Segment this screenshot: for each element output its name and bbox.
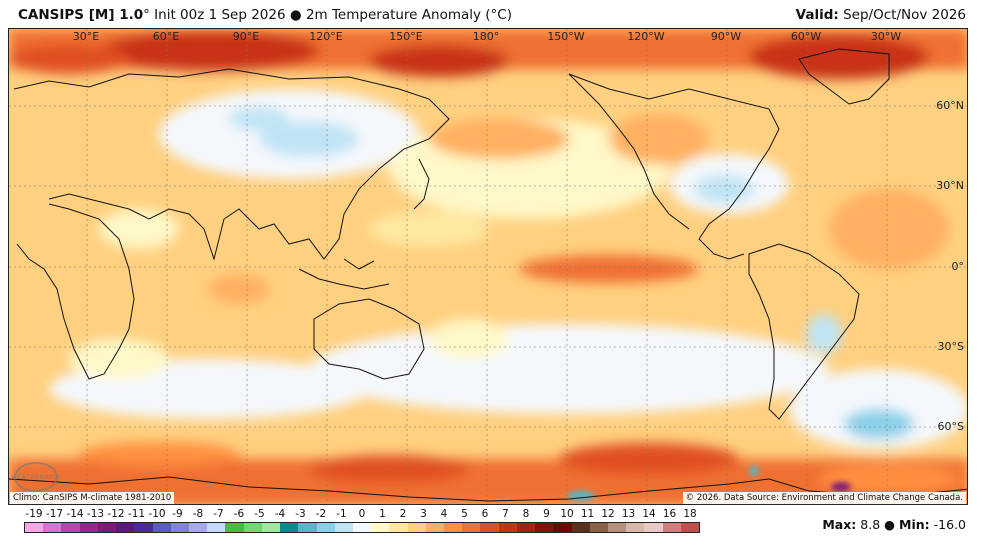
lon-label-180: 180°: [472, 30, 500, 43]
lat-label-0: 0°: [951, 260, 965, 273]
colorbar-tick-label: -14: [66, 508, 84, 520]
colorbar-tick-label: 18: [683, 508, 697, 520]
colorbar-swatch: [207, 523, 226, 532]
lat-label-60n: 60°N: [936, 99, 964, 112]
lon-label-60w: 60°W: [790, 30, 822, 43]
colorbar-swatch: [644, 523, 663, 532]
lon-label-90e: 90°E: [232, 30, 260, 43]
max-min-readout: Max: 8.8 ● Min: -16.0: [822, 517, 966, 532]
lat-label-30n: 30°N: [936, 179, 964, 192]
colorbar-swatch: [662, 523, 681, 532]
colorbar-tick-label: 2: [399, 508, 407, 520]
colorbar-tick-label: -11: [127, 508, 146, 520]
lon-label-120w: 120°W: [627, 30, 665, 43]
map-title: CANSIPS [M] 1.0° Init 00z 1 Sep 2026 ● 2…: [18, 7, 512, 23]
temperature-anomaly-map: [8, 28, 968, 505]
colorbar-tick-label: -2: [315, 508, 327, 520]
colorbar-tick-label: -10: [148, 508, 166, 520]
colorbar-swatch: [462, 523, 481, 532]
colorbar-swatch: [571, 523, 590, 532]
colorbar-swatch: [79, 523, 98, 532]
lon-label-30e: 30°E: [72, 30, 100, 43]
colorbar-swatch: [152, 523, 171, 532]
lon-label-120e: 120°E: [309, 30, 343, 43]
colorbar-tick-label: 5: [461, 508, 468, 520]
colorbar-swatch: [608, 523, 627, 532]
colorbar-tick-label: -5: [254, 508, 265, 520]
copyright-note: © 2026. Data Source: Environment and Cli…: [682, 492, 966, 504]
graticule: [9, 29, 967, 504]
colorbar-tick-label: -13: [86, 508, 105, 520]
colorbar-tick-label: 16: [662, 508, 677, 520]
climo-note: Climo: CanSIPS M-climate 1981-2010: [10, 492, 175, 504]
colorbar-tick-label: -17: [45, 508, 64, 520]
colorbar-tick-label: 10: [560, 508, 574, 520]
colorbar-swatch: [680, 523, 700, 532]
map-canvas: [9, 29, 967, 504]
colorbar-tick-label: 1: [379, 508, 386, 520]
colorbar-swatch: [444, 523, 463, 532]
colorbar-tick-label: 14: [642, 508, 656, 520]
colorbar-tick-label: -9: [172, 508, 183, 520]
coastlines: [9, 48, 967, 502]
colorbar-swatch: [188, 523, 208, 532]
colorbar-tick-label: -4: [274, 508, 286, 520]
colorbar-swatch: [352, 523, 372, 532]
lat-label-30s: 30°S: [937, 340, 964, 353]
colorbar-tick-label: 11: [580, 508, 595, 520]
colorbar-tick-label: -6: [233, 508, 245, 520]
colorbar-swatch: [97, 523, 117, 532]
colorbar-swatch: [43, 523, 62, 532]
colorbar: [24, 522, 700, 533]
colorbar-tick-label: 4: [440, 508, 448, 520]
colorbar-tick-label: -12: [107, 508, 125, 520]
colorbar-swatch: [261, 523, 281, 532]
colorbar-swatch: [535, 523, 554, 532]
colorbar-swatch: [280, 523, 299, 532]
lon-label-150e: 150°E: [389, 30, 423, 43]
colorbar-swatch: [498, 523, 517, 532]
colorbar-swatch: [480, 523, 499, 532]
lon-label-150w: 150°W: [547, 30, 585, 43]
colorbar-tick-label: 8: [522, 508, 530, 520]
colorbar-tick-label: -3: [295, 508, 306, 520]
colorbar-swatch: [389, 523, 408, 532]
colorbar-swatch: [407, 523, 426, 532]
lon-label-30w: 30°W: [870, 30, 902, 43]
colorbar-swatch: [626, 523, 645, 532]
colorbar-swatch: [298, 523, 317, 532]
colorbar-swatch: [134, 523, 153, 532]
colorbar-tick-label: 6: [481, 508, 489, 520]
colorbar-tick-label: -7: [213, 508, 224, 520]
colorbar-tick-label: -1: [336, 508, 347, 520]
colorbar-swatch: [516, 523, 536, 532]
colorbar-tick-label: 0: [358, 508, 366, 520]
colorbar-swatch: [61, 523, 80, 532]
colorbar-swatch: [316, 523, 335, 532]
valid-period: Valid: Sep/Oct/Nov 2026: [795, 7, 966, 23]
colorbar-tick-label: 9: [543, 508, 550, 520]
colorbar-tick-label: 12: [601, 508, 615, 520]
lat-label-60s: 60°S: [937, 420, 964, 433]
lon-label-90w: 90°W: [710, 30, 742, 43]
colorbar-swatch: [371, 523, 390, 532]
colorbar-swatch: [589, 523, 608, 532]
colorbar-swatch: [116, 523, 135, 532]
colorbar-tick-label: 3: [420, 508, 427, 520]
colorbar-swatch: [334, 523, 353, 532]
lon-label-60e: 60°E: [152, 30, 180, 43]
colorbar-tick-label: -19: [25, 508, 43, 520]
colorbar-tick-label: 13: [621, 508, 636, 520]
colorbar-swatch: [425, 523, 445, 532]
colorbar-swatch: [225, 523, 244, 532]
colorbar-swatch: [170, 523, 189, 532]
colorbar-swatch: [553, 523, 572, 532]
colorbar-tick-label: 7: [502, 508, 509, 520]
colorbar-labels: -19 -17 -14 -13 -12 -11 -10 -9 -8 -7 -6 -5 -4 -3 -2 -1 0…: [24, 508, 700, 522]
weatherbell-logo: WEATHERBELL: [11, 462, 60, 492]
colorbar-swatch: [25, 523, 44, 532]
colorbar-tick-label: -8: [192, 508, 204, 520]
colorbar-swatch: [243, 523, 262, 532]
